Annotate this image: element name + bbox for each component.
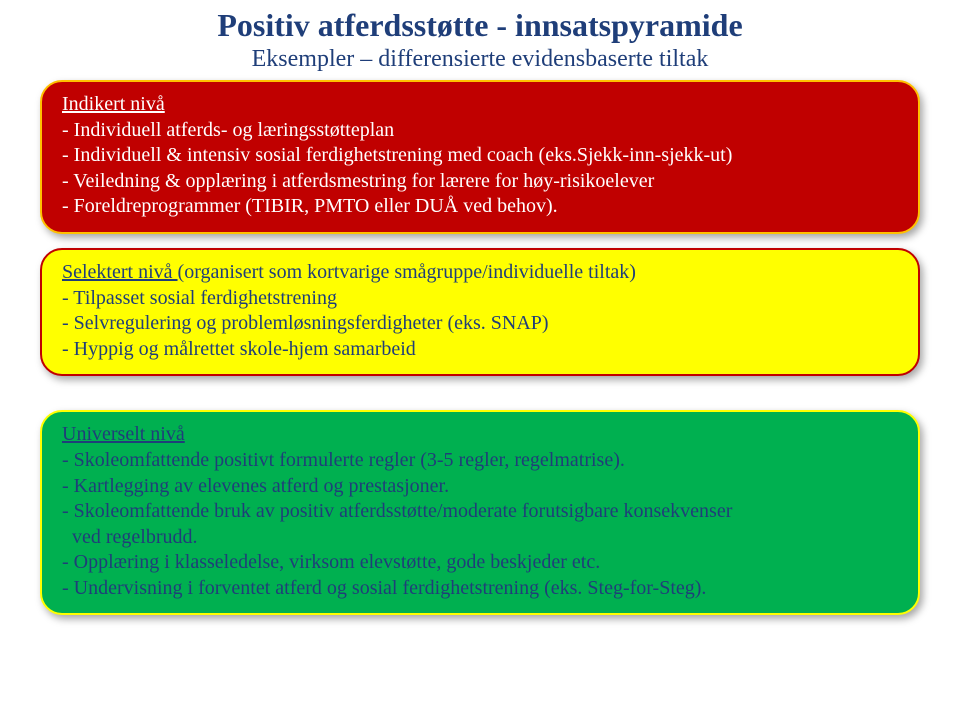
box-universelt-line0: Universelt nivå <box>62 422 898 448</box>
box-selektert-line: - Selvregulering og problemløsningsferdi… <box>62 311 898 337</box>
page-title: Positiv atferdsstøtte - innsatspyramide <box>40 8 920 43</box>
level-label-tail-selektert: (organisert som kortvarige smågruppe/ind… <box>178 261 636 283</box>
box-indikert-line: - Individuell atferds- og læringsstøttep… <box>62 118 898 144</box>
box-universelt-line: - Skoleomfattende positivt formulerte re… <box>62 448 898 474</box>
page-subtitle: Eksempler – differensierte evidensbasert… <box>40 45 920 74</box>
box-universelt: Universelt nivå - Skoleomfattende positi… <box>40 410 920 615</box>
box-universelt-line: ved regelbrudd. <box>62 525 898 551</box>
slide-page: Positiv atferdsstøtte - innsatspyramide … <box>0 0 960 709</box>
box-selektert: Selektert nivå (organisert som kortvarig… <box>40 248 920 376</box>
box-selektert-line0: Selektert nivå (organisert som kortvarig… <box>62 260 898 286</box>
box-indikert-line: - Veiledning & opplæring i atferdsmestri… <box>62 169 898 195</box>
level-label-universelt: Universelt nivå <box>62 423 185 445</box>
box-indikert: Indikert nivå - Individuell atferds- og … <box>40 80 920 234</box>
spacer <box>40 390 920 410</box>
box-indikert-line0: Indikert nivå <box>62 92 898 118</box>
box-universelt-line: - Kartlegging av elevenes atferd og pres… <box>62 474 898 500</box>
level-label-selektert: Selektert nivå <box>62 261 178 283</box>
box-indikert-line: - Foreldreprogrammer (TIBIR, PMTO eller … <box>62 194 898 220</box>
box-selektert-line: - Hyppig og målrettet skole-hjem samarbe… <box>62 337 898 363</box>
box-universelt-line: - Skoleomfattende bruk av positiv atferd… <box>62 499 898 525</box>
level-label-indikert: Indikert nivå <box>62 93 165 115</box>
box-indikert-line: - Individuell & intensiv sosial ferdighe… <box>62 143 898 169</box>
box-universelt-line: - Opplæring i klasseledelse, virksom ele… <box>62 550 898 576</box>
box-universelt-line: - Undervisning i forventet atferd og sos… <box>62 576 898 602</box>
box-selektert-line: - Tilpasset sosial ferdighetstrening <box>62 286 898 312</box>
